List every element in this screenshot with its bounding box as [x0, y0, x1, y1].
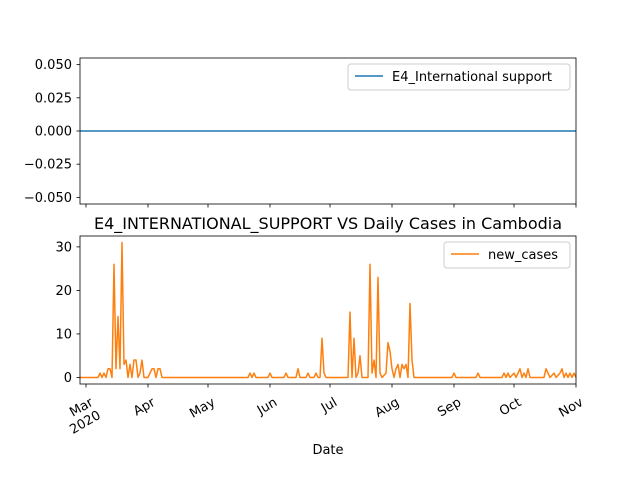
- top-legend-label: E4_International support: [392, 70, 552, 85]
- bottom-series-lines: [80, 241, 577, 379]
- top-y-tick-label: −0.025: [24, 158, 72, 173]
- bottom-legend-box: [443, 241, 571, 269]
- top-y-tick-label: 0.000: [35, 125, 72, 140]
- bottom-subplot: E4_INTERNATIONAL_SUPPORT VS Daily Cases …: [55, 214, 586, 458]
- top-legend: E4_International support: [347, 63, 571, 91]
- top-y-tick-label: 0.025: [35, 91, 72, 106]
- top-legend-box: [347, 63, 571, 91]
- top-y-tick-label: 0.050: [35, 58, 72, 73]
- series-line-new-cases: [80, 241, 577, 379]
- bottom-legend: new_cases: [443, 241, 571, 269]
- x-axis-label: Date: [312, 443, 343, 458]
- top-y-ticks: 0.050 0.025 0.000 −0.025 −0.050: [24, 58, 80, 206]
- x-tick-label-group: Jul: [318, 395, 340, 416]
- top-x-ticks: [85, 204, 577, 208]
- bottom-legend-label: new_cases: [488, 248, 558, 263]
- x-tick-label: Jul: [318, 395, 340, 416]
- top-y-tick-label: −0.050: [24, 191, 72, 206]
- bottom-chart-title: E4_INTERNATIONAL_SUPPORT VS Daily Cases …: [94, 214, 562, 234]
- top-axes-frame: [79, 57, 577, 205]
- bottom-y-tick-label: 30: [55, 240, 72, 255]
- bottom-axes-frame: [79, 235, 577, 385]
- bottom-y-tick-label: 0: [64, 371, 72, 386]
- top-subplot: 0.050 0.025 0.000 −0.025 −0.050 E4_Internati…: [24, 57, 577, 208]
- bottom-y-ticks: 0 10 20 30: [55, 240, 80, 386]
- bottom-y-tick-label: 20: [55, 284, 72, 299]
- bottom-y-tick-label: 10: [55, 327, 72, 342]
